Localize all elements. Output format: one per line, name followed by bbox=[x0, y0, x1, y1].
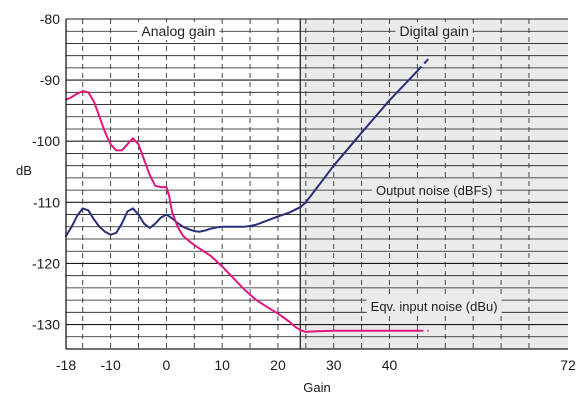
region-label-1: Digital gain bbox=[400, 23, 469, 39]
series-label-0: Output noise (dBFs) bbox=[376, 183, 492, 198]
x-tick-label: -10 bbox=[101, 357, 121, 373]
grid-lines bbox=[66, 19, 568, 349]
region-label-bg-1 bbox=[395, 22, 473, 40]
x-tick-label: 72 bbox=[560, 357, 576, 373]
y-tick-label: -90 bbox=[40, 72, 60, 88]
x-tick-label: 0 bbox=[163, 357, 171, 373]
y-tick-label: -110 bbox=[33, 194, 60, 210]
series-extension-0 bbox=[416, 58, 430, 72]
axes: -80-90-100-110-120-130-18 -10 0 10 20 30 40 72 bbox=[32, 11, 576, 373]
series-label-1: Eqv. input noise (dBu) bbox=[371, 299, 498, 314]
series-line-1 bbox=[65, 90, 419, 333]
series-label-bg-0 bbox=[371, 181, 497, 199]
y-tick-label: -80 bbox=[40, 11, 60, 27]
x-tick-label: 30 bbox=[326, 357, 342, 373]
region-label-bg-0 bbox=[137, 22, 220, 40]
series-line-0 bbox=[65, 69, 419, 237]
y-axis-title: dB bbox=[16, 163, 32, 178]
x-tick-label: -18 bbox=[56, 357, 76, 373]
x-tick-label: 20 bbox=[270, 357, 286, 373]
x-axis-title: Gain bbox=[303, 380, 330, 395]
plot-series bbox=[65, 58, 430, 333]
y-tick-label: -130 bbox=[32, 317, 60, 333]
x-tick-label: 40 bbox=[382, 357, 398, 373]
series-label-bg-1 bbox=[366, 297, 502, 315]
chart-labels: Analog gain Digital gain Output noise (dBF… bbox=[137, 22, 502, 315]
x-tick-label: 10 bbox=[214, 357, 230, 373]
y-tick-label: -100 bbox=[32, 133, 60, 149]
region-label-0: Analog gain bbox=[141, 23, 215, 39]
y-tick-label: -120 bbox=[32, 255, 60, 271]
